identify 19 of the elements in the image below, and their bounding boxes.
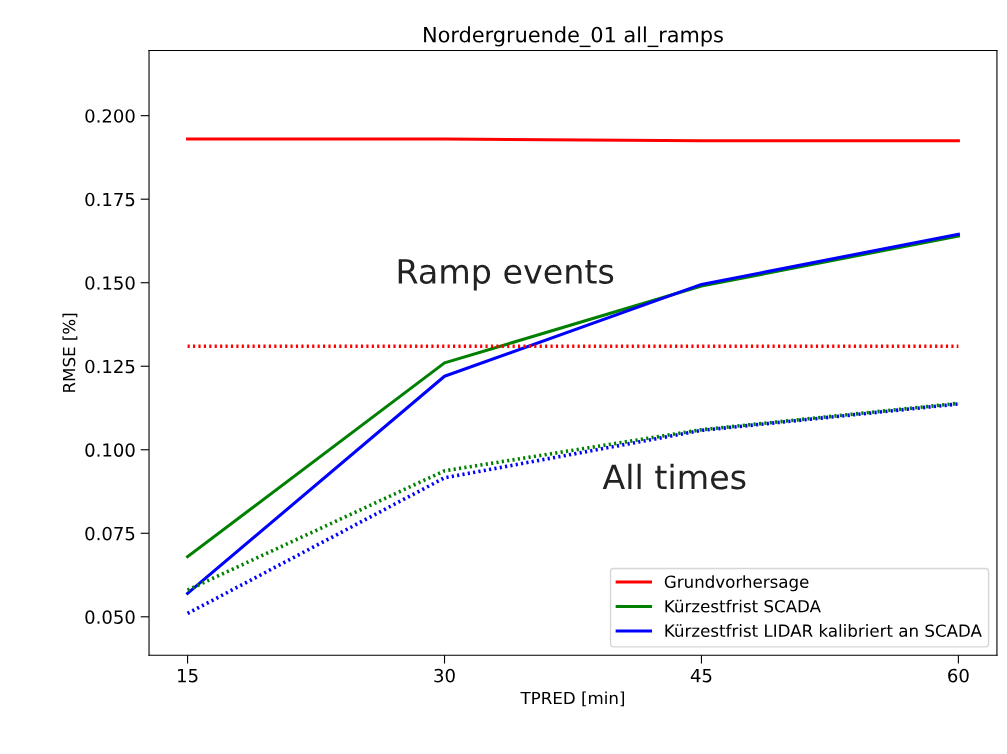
y-tick-label: 0.175 <box>85 192 135 207</box>
chart-title: Nordergruende_01 all_ramps <box>424 26 723 48</box>
y-axis-title: RMSE [%] <box>62 313 78 392</box>
legend-label: Grundvorhersage <box>664 575 809 592</box>
x-tick-label: 30 <box>434 668 455 683</box>
y-tick-label: 0.050 <box>85 610 135 624</box>
annotation: Ramp events <box>398 259 614 291</box>
y-tick-label: 0.150 <box>85 276 135 290</box>
y-tick-label: 0.200 <box>85 109 135 123</box>
annotation: All times <box>602 463 746 490</box>
y-tick-label: 0.100 <box>85 443 135 457</box>
x-tick-label: 60 <box>948 668 969 683</box>
y-tick-label: 0.125 <box>85 359 135 374</box>
legend-label: Kürzestfrist SCADA <box>665 599 821 613</box>
x-tick-label: 15 <box>178 668 198 683</box>
legend-label: Kürzestfrist LIDAR kalibriert an SCADA <box>665 624 982 637</box>
y-tick-label: 0.075 <box>85 526 135 541</box>
x-tick-label: 45 <box>690 668 712 683</box>
x-axis-title: TPRED [min] <box>520 691 625 707</box>
